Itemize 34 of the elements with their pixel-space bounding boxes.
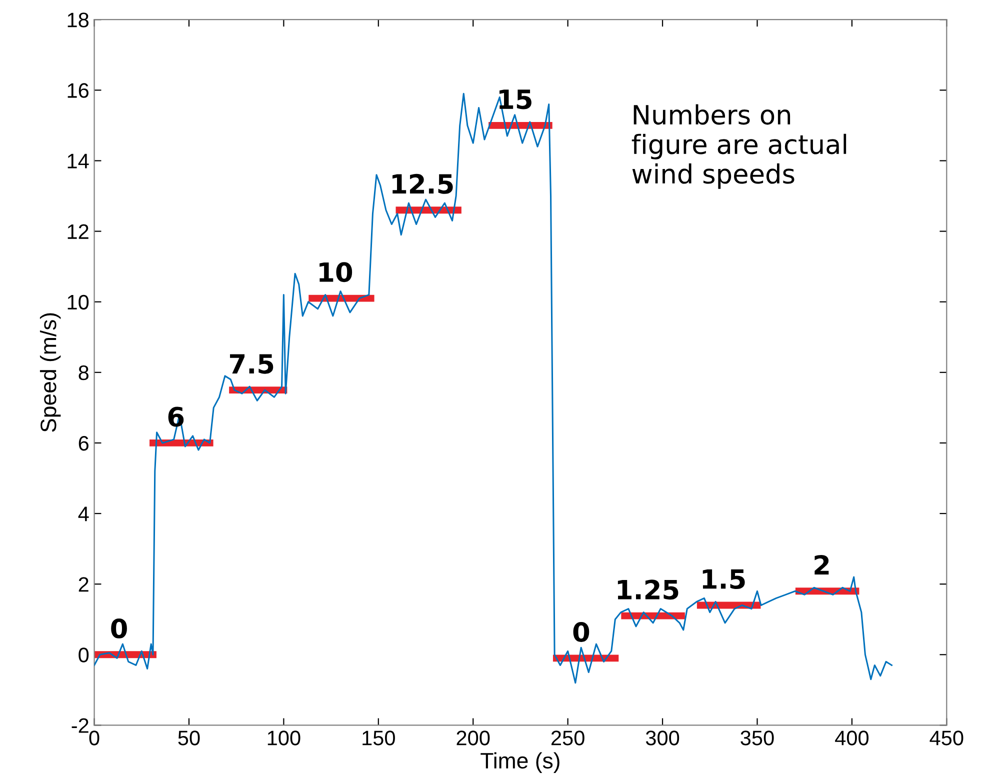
y-tick-label: 12 [68,224,88,239]
y-tick-label: 10 [68,294,89,310]
x-tick-label: 50 [178,730,200,746]
x-tick-label: 250 [551,730,584,746]
x-tick-label: 150 [362,730,395,746]
y-tick-label: 16 [68,83,88,98]
y-tick-label: 6 [78,436,88,451]
x-tick-label: 100 [268,730,300,746]
annotation: 12.5 [392,174,453,194]
y-axis-title: Speed (m/s) [40,313,61,432]
y-tick-label: 14 [68,154,89,168]
x-tick-label: 350 [740,730,774,746]
x-tick-label: 200 [456,730,490,746]
y-tick-label: 2 [78,577,88,592]
annotation: 6 [168,406,184,427]
x-tick-label: 400 [835,730,869,746]
annotation: 2 [814,554,829,575]
x-tick-label: 300 [646,730,680,746]
y-tick-label: -2 [72,718,88,733]
annotation: 15 [500,90,532,110]
annotation: 1.5 [702,569,745,590]
y-tick-label: 18 [68,12,89,28]
annotation: 1.25 [618,580,678,600]
x-tick-label: 0 [89,730,100,746]
y-tick-label: 8 [78,365,89,380]
y-tick-label: 0 [78,648,89,662]
x-tick-label: 450 [930,730,964,746]
annotation: 10 [320,262,352,282]
annotation: 7.5 [230,354,274,374]
annotation: 0 [573,622,590,642]
x-axis-title: Time (s) [480,752,560,773]
annotation: Numbers on figure are actual wind speeds [632,104,846,189]
y-tick-label: 4 [78,506,89,522]
annotation: 0 [111,618,127,638]
